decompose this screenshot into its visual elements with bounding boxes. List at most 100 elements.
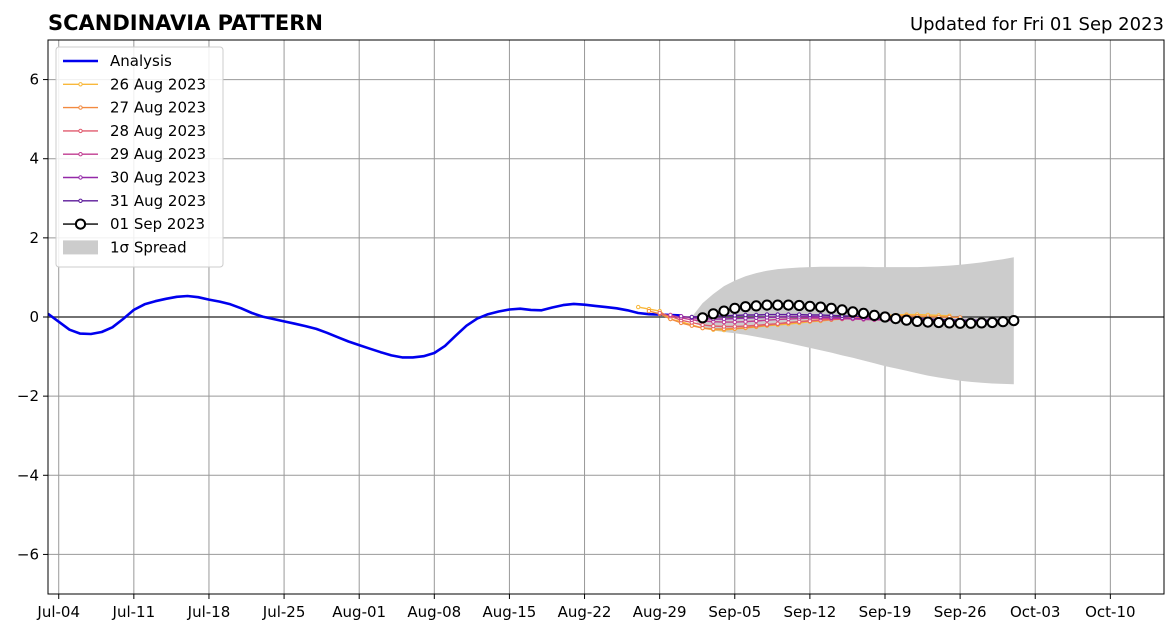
data-point: [1008, 315, 1020, 327]
data-point: [721, 324, 727, 329]
x-tick-label: Oct-03: [1010, 603, 1060, 621]
data-point: [900, 314, 913, 326]
x-tick-label: Jul-18: [187, 603, 231, 621]
data-point: [836, 304, 848, 316]
data-point: [890, 313, 902, 325]
x-tick-label: Jul-04: [36, 603, 80, 621]
y-tick-label: 0: [29, 308, 39, 326]
data-point: [657, 310, 662, 316]
legend-label: Analysis: [110, 52, 172, 70]
data-point: [764, 322, 770, 327]
x-tick-label: Aug-15: [483, 603, 537, 621]
x-tick-label: Oct-10: [1085, 603, 1135, 621]
data-point: [678, 314, 684, 319]
series-layer: [48, 294, 1020, 359]
chart-title: SCANDINAVIA PATTERN: [48, 11, 323, 35]
data-point: [954, 317, 966, 329]
data-point: [986, 316, 998, 329]
x-tick-label: Aug-08: [407, 603, 461, 621]
data-point: [732, 313, 737, 318]
data-point: [911, 315, 923, 327]
data-point: [754, 312, 759, 318]
data-point: [847, 306, 859, 318]
data-point: [782, 299, 795, 311]
legend-marker: [78, 128, 83, 134]
y-tick-label: 6: [29, 71, 39, 89]
x-tick-label: Aug-29: [633, 603, 687, 621]
data-point: [689, 314, 694, 320]
data-point: [764, 312, 770, 317]
data-point: [818, 312, 823, 318]
data-point: [739, 301, 752, 313]
data-point: [804, 300, 816, 312]
data-point: [646, 308, 652, 314]
data-point: [868, 309, 880, 321]
data-point: [729, 302, 741, 314]
legend-box: [55, 46, 224, 268]
y-tick-label: 2: [29, 229, 39, 247]
data-point: [732, 324, 737, 329]
legend-marker: [78, 198, 83, 204]
series-0: [48, 294, 682, 359]
data-point: [718, 305, 730, 317]
data-point: [976, 317, 988, 329]
chart-subtitle: Updated for Fri 01 Sep 2023: [910, 14, 1164, 35]
legend-spread-swatch: [63, 240, 98, 255]
data-point: [700, 322, 705, 328]
x-tick-label: Aug-01: [332, 603, 386, 621]
data-point: [825, 302, 837, 314]
data-point: [933, 316, 945, 329]
x-tick-label: Sep-19: [859, 603, 912, 621]
legend-marker: [78, 82, 83, 87]
data-point: [922, 316, 934, 328]
data-point: [750, 300, 762, 312]
data-point: [743, 323, 748, 329]
legend-label: 31 Aug 2023: [110, 192, 206, 210]
data-point: [775, 321, 780, 326]
data-point: [711, 323, 716, 329]
data-point: [943, 317, 956, 329]
data-point: [786, 312, 791, 317]
legend: Analysis 26 Aug 2023 27 Aug 2023 28 Aug 202…: [55, 46, 224, 268]
x-axis: Jul-04 Jul-11 Jul-18 Jul-25 Aug-01 Aug-08 Aug-…: [36, 594, 1136, 621]
x-tick-label: Sep-05: [708, 603, 761, 621]
series-7: [697, 299, 1020, 329]
y-tick-label: 4: [29, 150, 39, 168]
data-point: [829, 313, 834, 318]
data-point: [772, 299, 784, 311]
legend-marker: [74, 218, 87, 230]
x-tick-label: Sep-12: [783, 603, 836, 621]
data-point: [707, 308, 719, 320]
data-point: [761, 299, 773, 311]
legend-marker: [78, 152, 83, 157]
data-point: [879, 311, 891, 323]
data-point: [697, 312, 709, 324]
legend-label: 29 Aug 2023: [110, 145, 206, 163]
y-tick-label: −4: [17, 466, 39, 484]
data-point: [732, 319, 737, 325]
data-point: [786, 320, 791, 325]
x-tick-label: Jul-25: [262, 603, 306, 621]
x-tick-label: Aug-22: [558, 603, 612, 621]
data-point: [754, 323, 759, 328]
data-point: [965, 317, 977, 329]
legend-label: 26 Aug 2023: [110, 75, 206, 93]
data-point: [775, 312, 780, 317]
legend-label: 28 Aug 2023: [110, 122, 206, 140]
legend-marker: [78, 105, 83, 110]
y-axis: −6 −4 −2 0 2 4 6: [17, 71, 48, 563]
y-tick-label: −6: [17, 545, 39, 563]
data-point: [797, 312, 802, 317]
data-point: [793, 299, 805, 312]
x-tick-label: Jul-11: [112, 603, 156, 621]
x-tick-label: Sep-26: [934, 603, 987, 621]
legend-label: 1σ Spread: [110, 238, 187, 256]
data-point: [815, 301, 827, 313]
series-line: [48, 294, 682, 359]
data-point: [743, 312, 748, 318]
data-point: [997, 316, 1009, 328]
legend-label: 01 Sep 2023: [110, 215, 205, 233]
y-tick-label: −2: [17, 387, 39, 405]
data-point: [743, 319, 748, 324]
